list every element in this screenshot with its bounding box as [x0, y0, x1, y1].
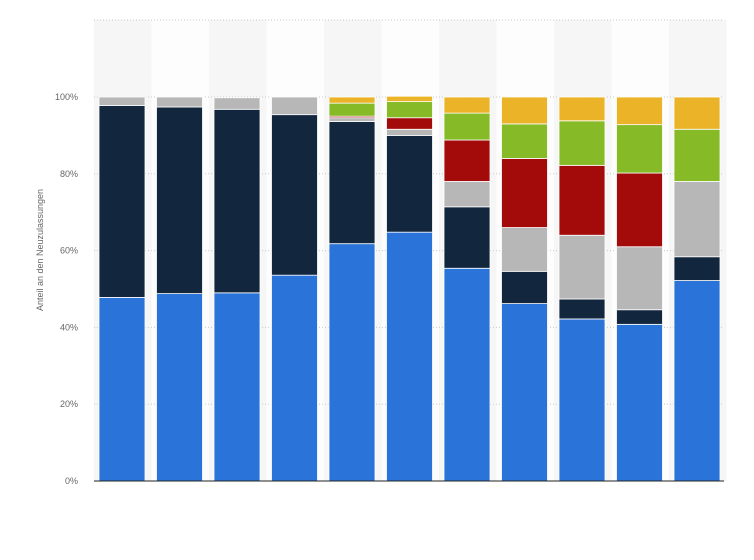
y-tick-label: 40% — [60, 322, 78, 332]
y-tick-label: 80% — [60, 169, 78, 179]
bar-segment[interactable] — [616, 172, 663, 248]
bar-segment[interactable] — [156, 96, 203, 108]
bar-segment[interactable] — [443, 181, 491, 208]
bar-segment[interactable] — [271, 96, 318, 116]
bar-segment[interactable] — [443, 96, 491, 114]
bar-segment[interactable] — [616, 96, 663, 126]
bar-segment[interactable] — [673, 256, 721, 281]
bar-segment[interactable] — [386, 134, 433, 233]
bar-segment[interactable] — [616, 124, 663, 174]
bar-segment[interactable] — [501, 270, 548, 304]
bar-segment[interactable] — [501, 96, 548, 125]
bar-segment[interactable] — [156, 293, 203, 482]
bar-segment[interactable] — [443, 267, 491, 482]
bar-segment[interactable] — [558, 234, 606, 300]
bar-segment[interactable] — [213, 292, 261, 482]
bar-segment[interactable] — [616, 323, 663, 482]
y-axis-label: Anteil an den Neuzulassungen — [35, 189, 45, 311]
bar-segment[interactable] — [328, 117, 376, 122]
bar-segment[interactable] — [98, 297, 146, 482]
bar-segment[interactable] — [271, 274, 318, 482]
y-tick-label: 0% — [65, 476, 78, 486]
bar-segment[interactable] — [443, 139, 491, 182]
bar-segment[interactable] — [271, 114, 318, 276]
bar-segment[interactable] — [616, 246, 663, 311]
bar-segment[interactable] — [673, 181, 721, 258]
y-tick-label: 20% — [60, 399, 78, 409]
bar-segment[interactable] — [328, 102, 376, 117]
y-tick-label: 100% — [55, 92, 78, 102]
bar-segment[interactable] — [328, 243, 376, 482]
bar-segment[interactable] — [98, 105, 146, 298]
bar-segment[interactable] — [386, 117, 433, 130]
bar-segment[interactable] — [558, 318, 606, 482]
bar-segment[interactable] — [213, 108, 261, 294]
bar-segment[interactable] — [673, 280, 721, 482]
bar-segment[interactable] — [673, 128, 721, 182]
bar-segment[interactable] — [386, 231, 433, 482]
bar-segment[interactable] — [558, 164, 606, 236]
bar-segment[interactable] — [443, 206, 491, 269]
bar-segment[interactable] — [328, 121, 376, 245]
bar-segment[interactable] — [558, 96, 606, 122]
bar-segment[interactable] — [386, 101, 433, 119]
bar-segment[interactable] — [673, 96, 721, 130]
bar-segment[interactable] — [501, 227, 548, 272]
y-tick-labels: 0% 20% 40% 60% 80% 100% — [55, 92, 78, 486]
bar-segment[interactable] — [328, 96, 376, 104]
bar-segment[interactable] — [558, 298, 606, 320]
bar-segment[interactable] — [443, 112, 491, 141]
bar-segment[interactable] — [156, 106, 203, 295]
bar-segment[interactable] — [386, 128, 433, 136]
bar-segment[interactable] — [558, 120, 606, 166]
bar-segment[interactable] — [386, 95, 433, 103]
bar-segment[interactable] — [501, 158, 548, 228]
bars — [98, 95, 721, 482]
bar-segment[interactable] — [616, 309, 663, 325]
bar-segment[interactable] — [501, 123, 548, 159]
y-tick-label: 60% — [60, 246, 78, 256]
bar-segment[interactable] — [213, 97, 261, 110]
bar-segment[interactable] — [501, 303, 548, 482]
bar-segment[interactable] — [98, 96, 146, 106]
